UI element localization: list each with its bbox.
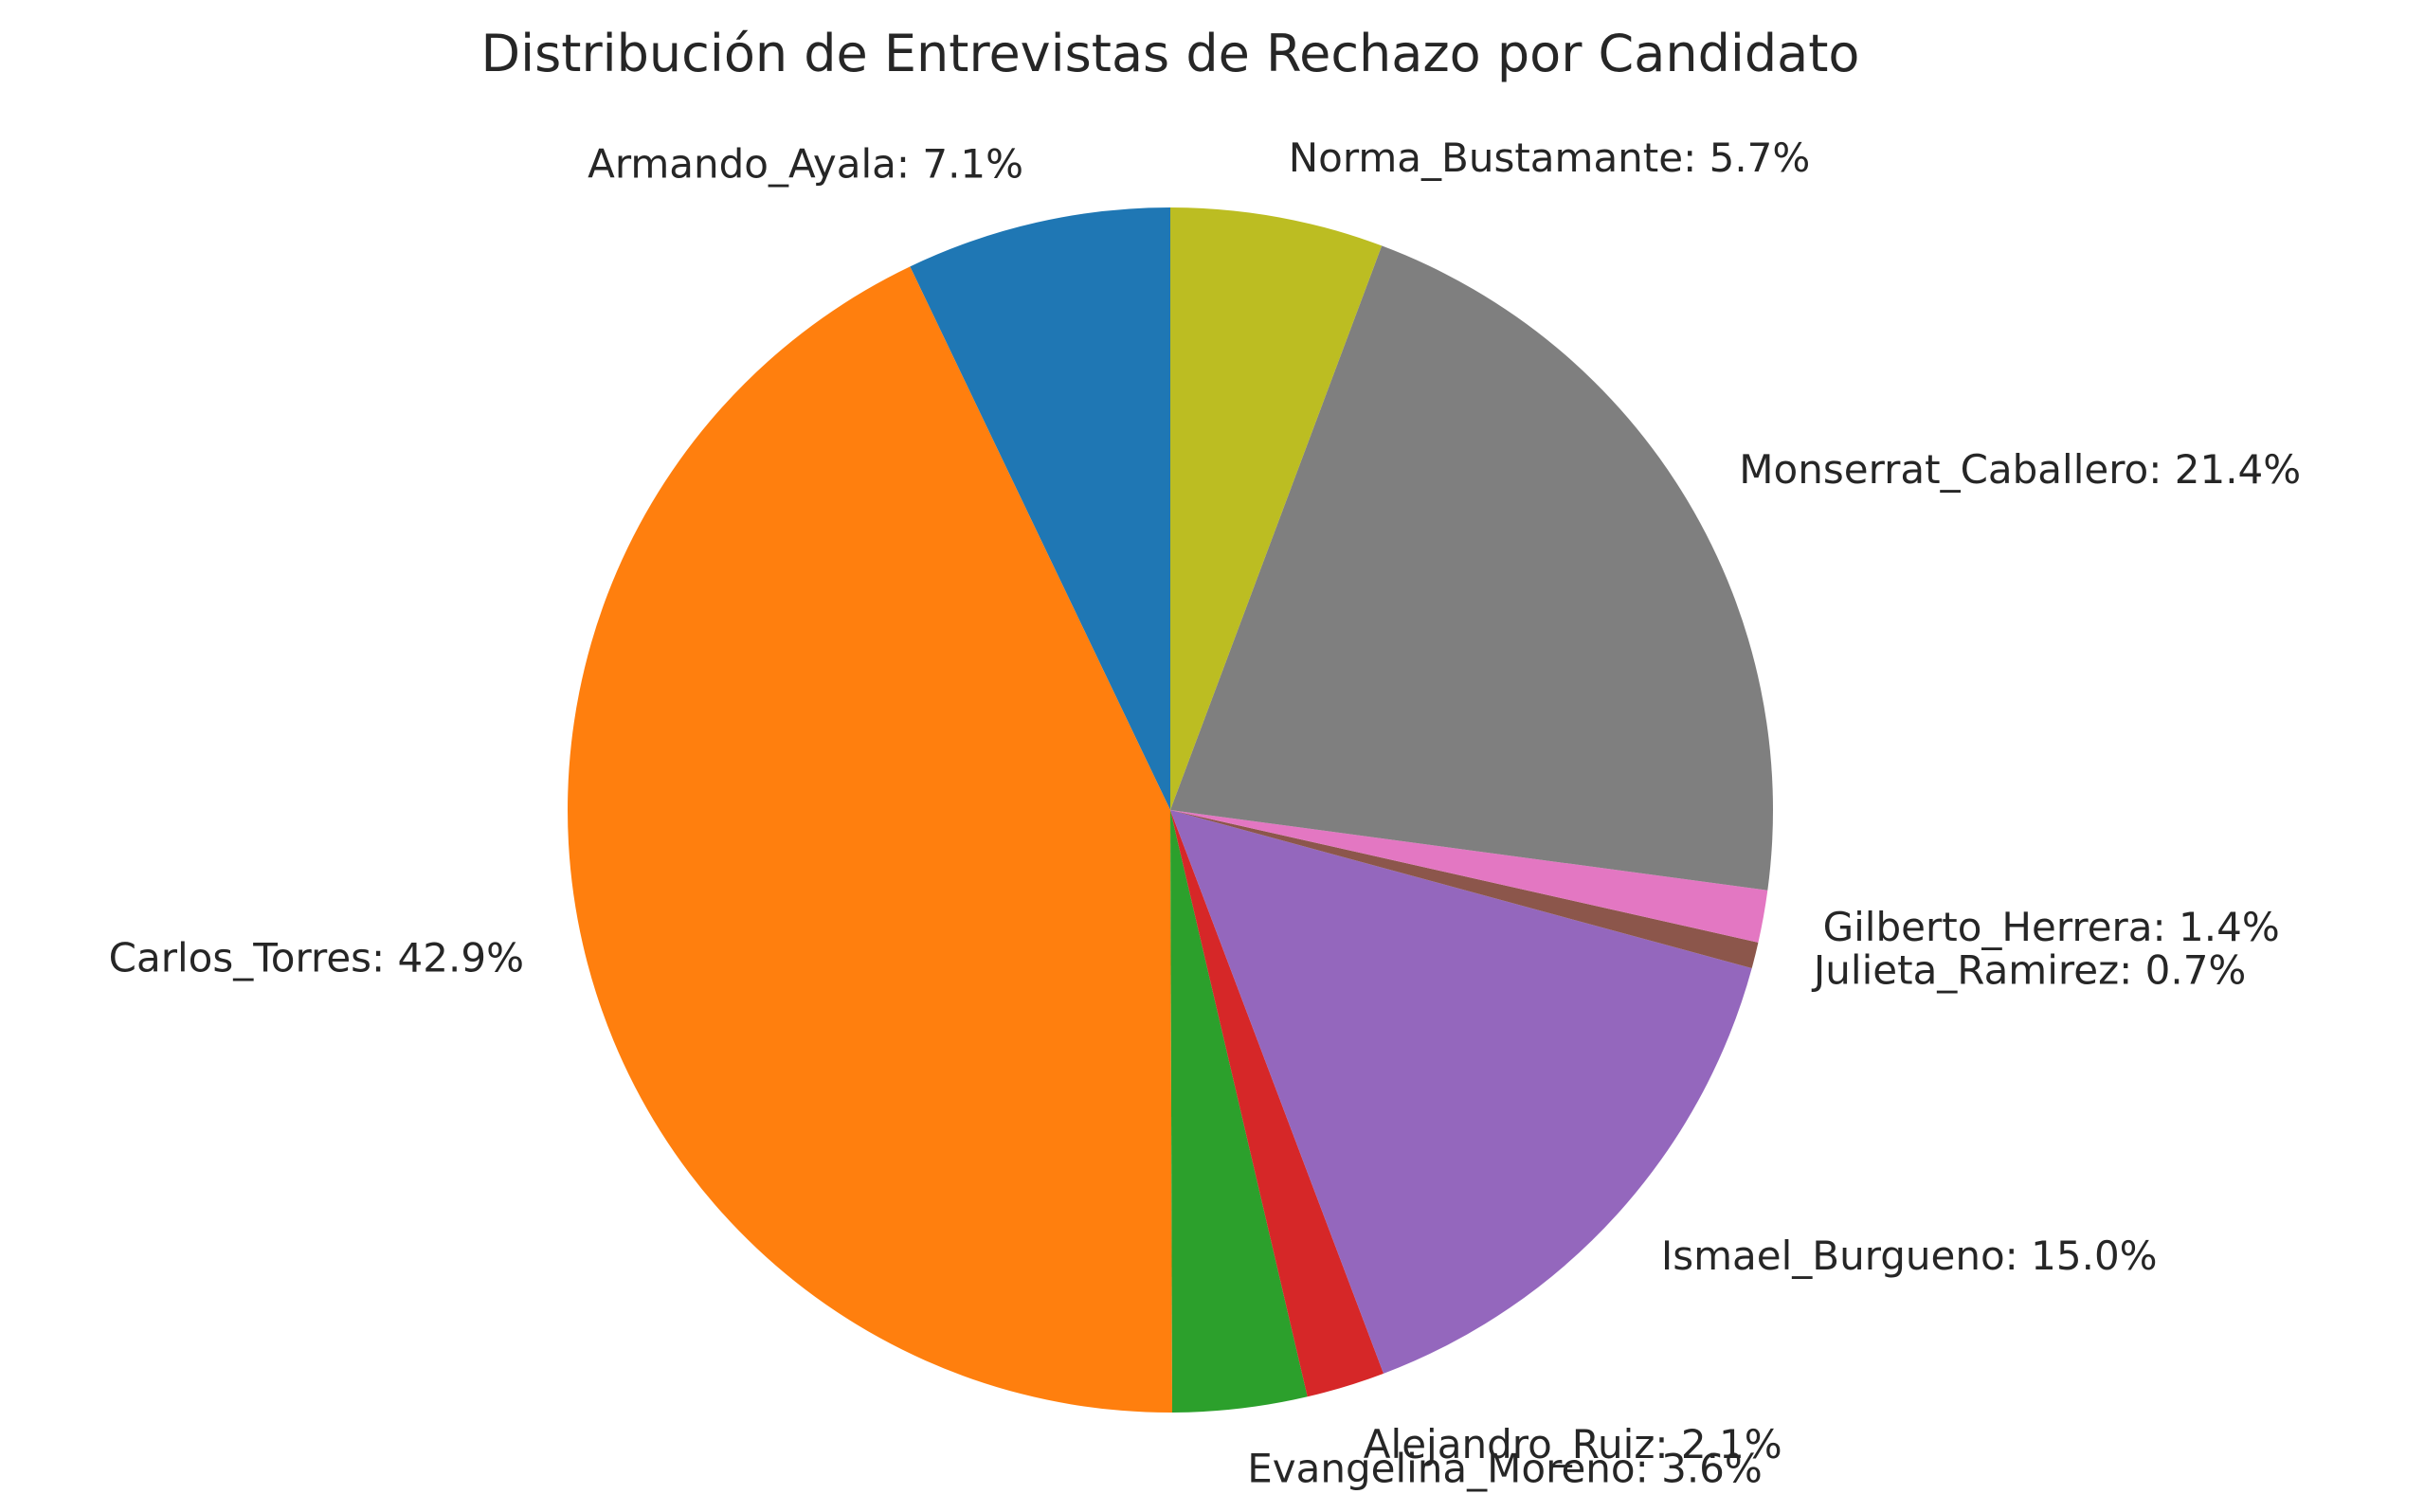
- pie-slice-julieta-ramirez: [1170, 810, 1759, 969]
- slice-label-evangelina-moreno: Evangelina_Moreno: 3.6%: [1247, 1445, 1763, 1491]
- slice-label-carlos-torres: Carlos_Torres: 42.9%: [109, 934, 524, 981]
- chart-title: Distribución de Entrevistas de Rechazo p…: [481, 24, 1860, 83]
- pie-slice-norma-bustamante: [1170, 207, 1383, 810]
- slice-label-norma-bustamante: Norma_Bustamante: 5.7%: [1289, 135, 1811, 181]
- slice-label-julieta-ramirez: Julieta_Ramirez: 0.7%: [1811, 946, 2246, 993]
- pie-slice-alejandro-ruiz: [1170, 810, 1384, 1397]
- slice-label-monserrat-caballero: Monserrat_Caballero: 21.4%: [1739, 446, 2301, 493]
- pie-slices: [568, 207, 1774, 1413]
- pie-slice-armando-ayala: [910, 207, 1170, 810]
- slice-label-armando-ayala: Armando_Ayala: 7.1%: [588, 140, 1023, 187]
- pie-slice-monserrat-caballero: [1170, 245, 1774, 891]
- pie-slice-ismael-burgueno: [1170, 810, 1752, 1374]
- slice-label-ismael-burgueno: Ismael_Burgueno: 15.0%: [1661, 1233, 2158, 1279]
- slice-labels: Armando_Ayala: 7.1% Carlos_Torres: 42.9% E…: [109, 135, 2302, 1491]
- slice-label-alejandro-ruiz: Alejandro_Ruiz: 2.1%: [1364, 1421, 1782, 1467]
- slice-label-gilberto-herrera: Gilberto_Herrera: 1.4%: [1823, 904, 2280, 950]
- pie-slice-evangelina-moreno: [1170, 810, 1308, 1413]
- pie-slice-gilberto-herrera: [1170, 810, 1768, 943]
- pie-slice-carlos-torres: [568, 266, 1172, 1413]
